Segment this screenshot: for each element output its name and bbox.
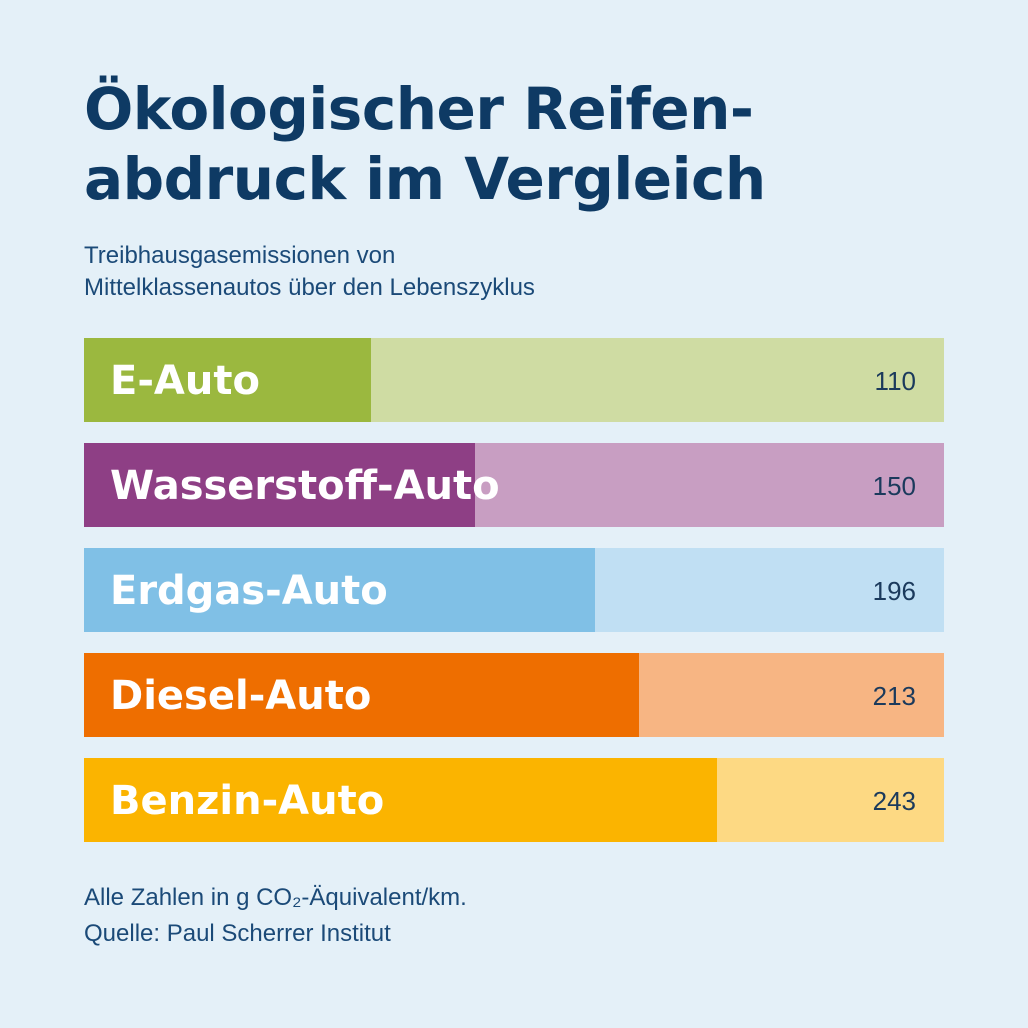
bar-row: E-Auto 110 xyxy=(84,338,944,422)
bar-row: Benzin-Auto 243 xyxy=(84,758,944,842)
bar-category-label: Diesel-Auto xyxy=(110,673,372,719)
chart-subtitle-line-2: Mittelklassenautos über den Lebenszyklus xyxy=(84,274,535,301)
chart-title-line-2: abdruck im Vergleich xyxy=(84,145,766,213)
bar-chart: E-Auto 110 Wasserstoff-Auto 150 Erdgas-Auto 1… xyxy=(84,338,944,842)
bar-row: Diesel-Auto 213 xyxy=(84,653,944,737)
bar-row: Erdgas-Auto 196 xyxy=(84,548,944,632)
bar-value-label: 196 xyxy=(872,576,916,606)
bar xyxy=(84,548,595,632)
bar-category-label: Wasserstoff-Auto xyxy=(110,463,500,509)
bar-category-label: Benzin-Auto xyxy=(110,778,385,824)
chart-title-line-1: Ökologischer Reifen- xyxy=(84,75,754,143)
bar xyxy=(84,338,371,422)
footnote-source: Quelle: Paul Scherrer Institut xyxy=(84,920,391,947)
bar-value-label: 150 xyxy=(872,471,916,501)
bar xyxy=(84,443,475,527)
chart-subtitle: Treibhausgasemissionen von Mittelklassen… xyxy=(84,240,964,304)
bar-value-label: 243 xyxy=(872,786,916,816)
bar-row: Wasserstoff-Auto 150 xyxy=(84,443,944,527)
chart-subtitle-line-1: Treibhausgasemissionen von xyxy=(84,242,396,269)
bar-category-label: E-Auto xyxy=(110,358,260,404)
chart-title: Ökologischer Reifen- abdruck im Vergleic… xyxy=(84,74,964,214)
bar xyxy=(84,653,639,737)
bar xyxy=(84,758,717,842)
bar-value-label: 213 xyxy=(872,681,916,711)
footnote-units: Alle Zahlen in g CO₂-Äquivalent/km. xyxy=(84,884,467,911)
bar-value-label: 110 xyxy=(874,366,916,396)
footnote: Alle Zahlen in g CO₂-Äquivalent/km. Quel… xyxy=(84,880,964,952)
bar-category-label: Erdgas-Auto xyxy=(110,568,388,614)
